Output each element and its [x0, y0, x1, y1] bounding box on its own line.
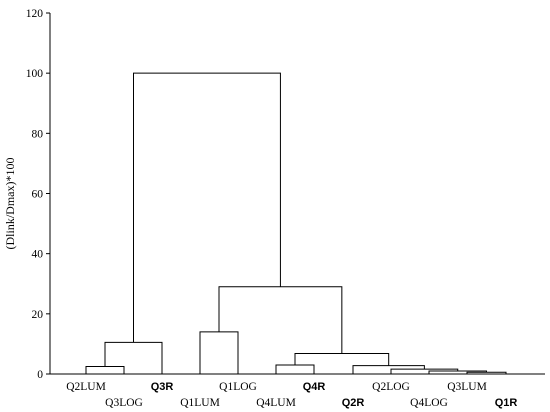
y-tick-label: 120: [26, 8, 44, 20]
y-axis-label: (Dlink/Dmax)*100: [3, 158, 17, 250]
dendrogram-links: [85, 72, 507, 374]
y-tick-label: 100: [26, 68, 44, 80]
leaf-label: Q1R: [495, 397, 518, 409]
dendrogram-link-m7: [352, 365, 425, 374]
dendrogram-link-m2: [104, 341, 163, 374]
leaf-label: Q2R: [342, 397, 365, 409]
leaf-labels: Q2LUMQ3LOGQ3RQ1LUMQ1LOGQ4LUMQ4RQ2RQ2LOGQ…: [66, 381, 517, 409]
leaf-label: Q3LUM: [447, 381, 487, 393]
dendrogram-link-m5: [428, 370, 487, 374]
leaf-label: Q4R: [303, 381, 326, 393]
dendrogram-link-m1: [85, 365, 125, 374]
dendrogram-link-m9: [294, 353, 390, 366]
dendrogram-link-m8: [275, 364, 315, 374]
y-tick-label: 0: [37, 369, 43, 381]
dendrogram-link-m11: [133, 72, 281, 343]
leaf-label: Q1LOG: [219, 381, 257, 393]
dendrogram-link-m10: [218, 286, 343, 354]
y-tick-label: 20: [32, 309, 44, 321]
leaf-label: Q2LUM: [66, 381, 106, 393]
dendrogram-link-m3: [199, 331, 239, 374]
leaf-label: Q1LUM: [180, 397, 220, 409]
leaf-label: Q3LOG: [105, 397, 143, 409]
leaf-label: Q2LOG: [372, 381, 410, 393]
y-tick-label: 80: [32, 128, 44, 140]
dendrogram-link-m6: [390, 368, 459, 374]
leaf-label: Q3R: [151, 381, 174, 393]
leaf-label: Q4LUM: [256, 397, 296, 409]
y-tick-label: 60: [32, 189, 44, 201]
leaf-label: Q4LOG: [410, 397, 448, 409]
y-tick-label: 40: [32, 249, 44, 261]
y-ticks: 0 20 40 60 80 100 120: [26, 8, 50, 381]
